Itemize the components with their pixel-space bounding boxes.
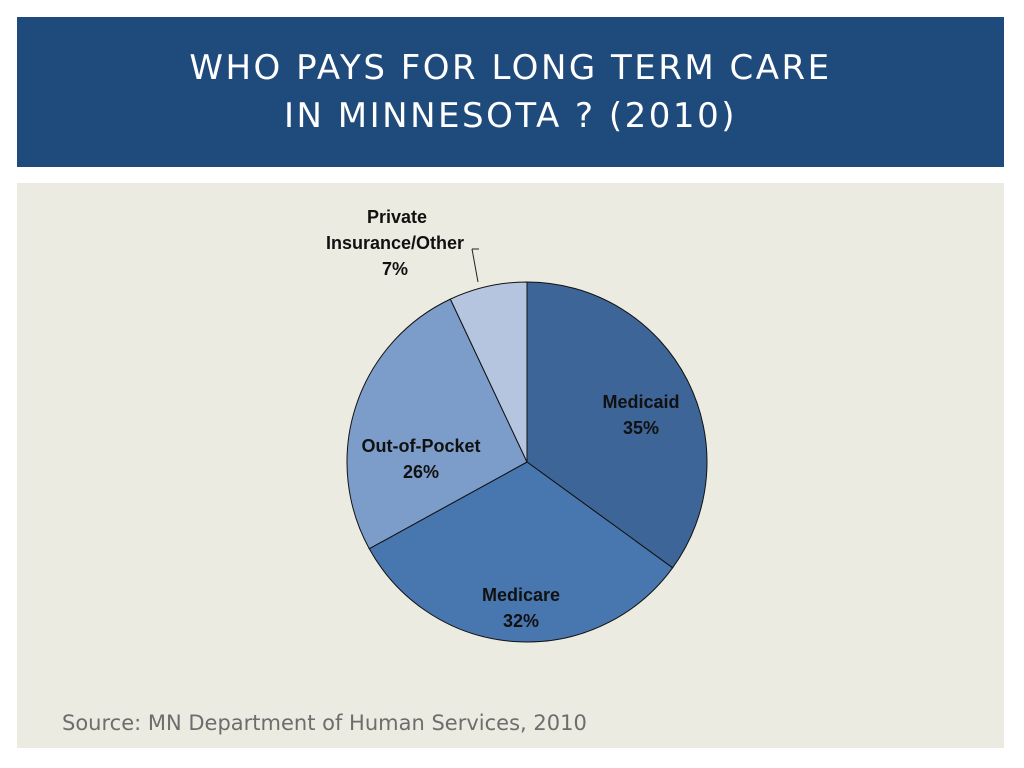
title-line-2: IN MINNESOTA ? (2010) — [284, 96, 737, 136]
source-note: Source: MN Department of Human Services,… — [62, 711, 587, 735]
pie-slice-out-of-pocket — [346, 298, 528, 550]
title-banner: WHO PAYS FOR LONG TERM CARE IN MINNESOTA… — [17, 17, 1004, 167]
pie-chart: Private Insurance/Other 7% Medicaid 35% … — [326, 207, 708, 643]
label-medicare: Medicare — [482, 585, 560, 605]
chart-panel: Private Insurance/Other 7% Medicaid 35% … — [17, 183, 1004, 748]
label-medicaid: Medicaid — [602, 392, 679, 412]
leader-line — [471, 248, 479, 283]
label-private-line1: Private — [367, 207, 427, 227]
pie-slice-medicare — [368, 461, 674, 643]
pie-slice-private-insurance-other — [449, 281, 528, 463]
label-private-line2: Insurance/Other — [326, 233, 464, 253]
value-medicaid: 35% — [623, 418, 659, 438]
pie-slice-medicaid — [526, 281, 708, 569]
title-line-1: WHO PAYS FOR LONG TERM CARE — [189, 48, 832, 88]
value-out-of-pocket: 26% — [403, 462, 439, 482]
value-medicare: 32% — [503, 611, 539, 631]
label-out-of-pocket: Out-of-Pocket — [362, 436, 481, 456]
value-private: 7% — [382, 259, 408, 279]
